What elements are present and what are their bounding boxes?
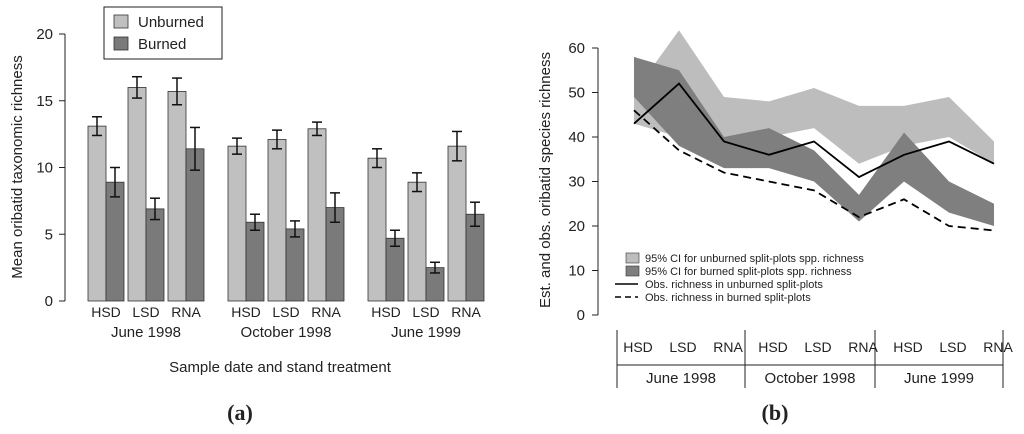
chart-b: 0 10 20 30 40 50 60 Est. and obs. oribatid spec…: [537, 30, 1013, 425]
panel-label-a: (a): [227, 400, 253, 425]
y-tick-label-b: 10: [568, 263, 585, 280]
x-tick-label-b: LSD: [939, 339, 966, 355]
bar-burned: [285, 228, 305, 302]
ci-band: [634, 30, 994, 164]
y-axis-title-b: Est. and obs. oribatid species richness: [537, 52, 554, 308]
x-tick-label-a: HSD: [371, 304, 401, 320]
bar-unburned: [307, 128, 327, 302]
legend-swatch-a: [113, 36, 129, 51]
x-tick-label-b: LSD: [669, 339, 696, 355]
legend-label-b: 95% CI for unburned split-plots spp. ric…: [645, 253, 864, 265]
x-tick-label-b: LSD: [804, 339, 831, 355]
y-tick-label-a: 20: [36, 26, 53, 43]
bar-burned: [465, 213, 485, 302]
legend-swatch-a: [113, 14, 129, 29]
bar-unburned: [127, 87, 147, 302]
x-tick-label-b: RNA: [848, 339, 878, 355]
x-tick-label-a: RNA: [311, 304, 341, 320]
bar-unburned: [447, 145, 467, 302]
y-tick-label-a: 15: [36, 93, 53, 110]
unburned-richness-line: [633, 82, 995, 179]
legend-label-a: Burned: [138, 36, 186, 53]
x-tick-label-a: RNA: [451, 304, 481, 320]
ci-band: [634, 56, 994, 227]
burned-richness-line: [633, 109, 995, 232]
legend-swatch-b: [625, 265, 640, 277]
y-tick-label-b: 60: [568, 40, 585, 57]
bar-burned: [185, 148, 205, 302]
x-tick-label-b: HSD: [758, 339, 788, 355]
group-label-a: June 1999: [391, 324, 461, 341]
y-tick-label-b: 40: [568, 129, 585, 146]
y-tick-label-b: 20: [568, 218, 585, 235]
bar-unburned: [407, 181, 427, 302]
x-tick-label-b: HSD: [623, 339, 653, 355]
x-tick-label-a: HSD: [91, 304, 121, 320]
bar-unburned: [87, 125, 107, 302]
x-tick-label-a: HSD: [231, 304, 261, 320]
group-label-b: June 1999: [904, 370, 974, 387]
x-axis-title-a: Sample date and stand treatment: [169, 359, 392, 376]
bar-burned: [145, 208, 165, 302]
x-tick-label-a: RNA: [171, 304, 201, 320]
x-tick-label-b: RNA: [713, 339, 743, 355]
legend-label-b: Obs. richness in burned split-plots: [645, 292, 811, 304]
y-tick-label-a: 0: [45, 293, 53, 310]
bar-burned: [105, 181, 125, 302]
bar-burned: [245, 221, 265, 302]
x-tick-label-a: LSD: [272, 304, 299, 320]
bar-unburned: [267, 139, 287, 302]
bar-unburned: [227, 145, 247, 302]
group-label-b: June 1998: [646, 370, 716, 387]
y-tick-label-b: 50: [568, 85, 585, 102]
y-tick-label-b: 0: [577, 307, 585, 324]
legend-label-a: Unburned: [138, 14, 204, 31]
chart-a: 0 5 10 15 20 Mean oribatid taxonomic richness…: [9, 6, 485, 425]
x-tick-label-a: LSD: [132, 304, 159, 320]
x-tick-label-b: RNA: [983, 339, 1013, 355]
y-tick-label-b: 30: [568, 174, 585, 191]
y-tick-label-a: 10: [36, 160, 53, 177]
bar-unburned: [367, 157, 387, 302]
legend-label-b: Obs. richness in unburned split-plots: [645, 279, 823, 291]
group-label-b: October 1998: [765, 370, 856, 387]
legend-label-b: 95% CI for burned split-plots spp. richn…: [645, 266, 852, 278]
group-label-a: October 1998: [241, 324, 332, 341]
bar-burned: [385, 237, 405, 302]
legend-swatch-b: [625, 252, 640, 264]
y-axis-title-a: Mean oribatid taxonomic richness: [9, 55, 26, 278]
group-label-a: June 1998: [111, 324, 181, 341]
y-tick-label-a: 5: [45, 226, 53, 243]
bar-unburned: [167, 91, 187, 302]
panel-label-b: (b): [762, 400, 789, 425]
x-tick-label-b: HSD: [893, 339, 923, 355]
x-tick-label-a: LSD: [412, 304, 439, 320]
